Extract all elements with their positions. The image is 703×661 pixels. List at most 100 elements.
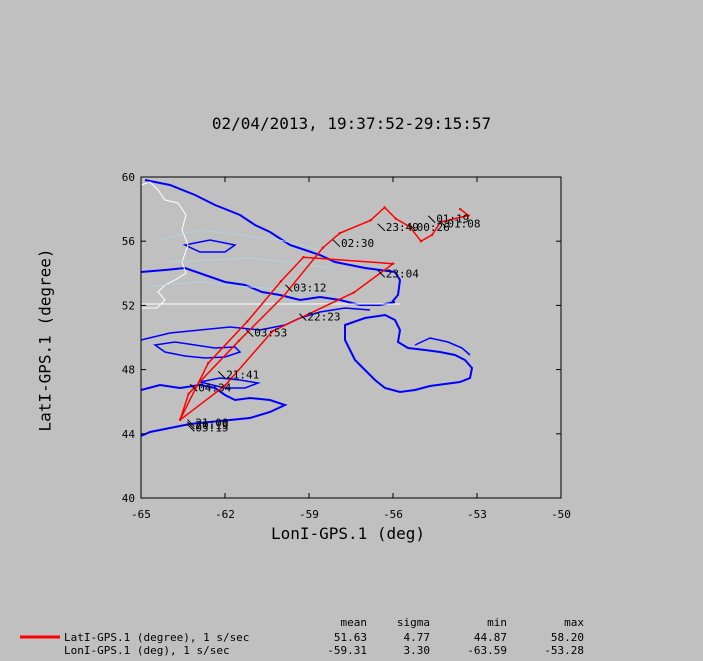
stats-sigma: 4.77 [403, 631, 431, 644]
x-axis-label: LonI-GPS.1 (deg) [270, 524, 426, 543]
stats-sigma: 3.30 [403, 644, 431, 657]
time-marker-tick [187, 424, 195, 432]
time-label: 01:08 [447, 218, 480, 231]
time-marker-tick [332, 239, 341, 248]
y-tick-label: 52 [122, 299, 135, 312]
track-point [352, 291, 355, 294]
x-tick-label: -62 [215, 508, 235, 521]
time-label: 03:53 [254, 327, 287, 340]
time-label: 20:19 [195, 419, 228, 432]
track-point [279, 280, 283, 283]
time-marker-tick [377, 223, 386, 232]
x-tick-label: -56 [383, 508, 403, 521]
stats-header-max: max [564, 616, 584, 629]
time-label: 21:00 [195, 417, 228, 430]
track-point [271, 329, 274, 333]
stats-header-sigma: sigma [396, 616, 430, 629]
river-layer [149, 229, 341, 297]
time-label: 23:04 [386, 267, 419, 280]
flight-track-line [179, 206, 471, 421]
time-label: 01:19 [436, 213, 469, 226]
river-2 [169, 257, 331, 269]
stats-mean: 51.63 [333, 631, 367, 644]
time-label: 02:30 [341, 237, 374, 250]
time-label: 23:49 [386, 221, 419, 234]
time-label: 21:41 [226, 368, 259, 381]
track-point [431, 233, 434, 236]
time-marker-tick [187, 421, 195, 430]
quebec-north-shore [140, 266, 396, 306]
time-marker-tick [377, 269, 386, 278]
track-point [459, 207, 462, 211]
time-label: 00:26 [417, 221, 450, 234]
track-point [383, 206, 386, 209]
stats-max: 58.20 [550, 631, 584, 644]
y-tick-label: 44 [122, 428, 136, 441]
track-point [223, 384, 227, 387]
y-tick-label: 60 [122, 171, 135, 184]
stats-header-mean: mean [340, 616, 368, 629]
plot-frame [140, 176, 562, 499]
y-tick-label: 48 [122, 364, 135, 377]
chart-title: 02/04/2013, 19:37:52-29:15:57 [211, 114, 492, 133]
stats-max: -53.28 [544, 644, 584, 657]
provincial-border [140, 181, 189, 309]
stats-min: -63.59 [467, 644, 507, 657]
x-axis-ticks: -65 -62 -59 -56 -53 -50 [131, 177, 571, 521]
x-tick-label: -59 [299, 508, 319, 521]
time-marker-tick [285, 284, 293, 293]
y-axis-label: LatI-GPS.1 (degree) [35, 248, 55, 432]
newfoundland [344, 313, 474, 394]
y-tick-label: 40 [122, 492, 135, 505]
track-point [187, 392, 190, 395]
track-point [394, 217, 397, 220]
stats-row-label: LonI-GPS.1 (deg), 1 s/sec [64, 644, 230, 657]
time-marker-tick [439, 220, 447, 228]
nf-east-coast [414, 337, 471, 356]
track-point [419, 240, 423, 243]
track-point [282, 294, 285, 297]
x-tick-label: -65 [131, 508, 151, 521]
st-lawrence-shore [140, 307, 371, 341]
track-point [391, 262, 395, 265]
track-point [302, 256, 305, 259]
time-marker-tick [427, 215, 436, 224]
track-point [207, 361, 210, 365]
x-tick-label: -53 [467, 508, 487, 521]
time-marker-tick [408, 223, 416, 232]
track-point [467, 214, 470, 217]
time-label: 22:23 [307, 311, 340, 324]
gaspe-peninsula [153, 341, 242, 359]
track-point [369, 219, 372, 222]
time-marker-tick [299, 313, 307, 321]
time-label: 05:15 [195, 421, 228, 434]
border-layer [140, 181, 400, 309]
x-tick-label: -50 [551, 508, 571, 521]
time-marker-tick [187, 419, 195, 427]
time-label: 04:34 [198, 381, 231, 394]
stats-mean: -59.31 [327, 644, 367, 657]
time-marker-tick [189, 383, 198, 392]
river-1 [159, 229, 321, 251]
time-marker-tick [217, 371, 226, 379]
stats-header-row: mean sigma min max [0, 616, 703, 630]
track-point [321, 246, 325, 249]
track-point [246, 320, 249, 323]
labrador-coast [144, 179, 402, 303]
y-axis-ticks: 40 44 48 52 56 60 [122, 171, 561, 505]
time-label: 03:12 [293, 282, 326, 295]
track-point [237, 339, 241, 342]
stats-min: 44.87 [473, 631, 507, 644]
stats-row-lon: LonI-GPS.1 (deg), 1 s/sec -59.31 3.30 -6… [0, 644, 703, 658]
pei-cape-breton [199, 377, 261, 389]
track-point [338, 231, 341, 235]
time-marker-tick [245, 329, 254, 338]
stats-row-lat: LatI-GPS.1 (degree), 1 s/sec 51.63 4.77 … [0, 631, 703, 645]
track-point [179, 418, 182, 421]
river-3 [149, 281, 341, 297]
track-series-layer [179, 206, 471, 422]
y-tick-label: 56 [122, 235, 135, 248]
stats-row-label: LatI-GPS.1 (degree), 1 s/sec [64, 631, 250, 644]
